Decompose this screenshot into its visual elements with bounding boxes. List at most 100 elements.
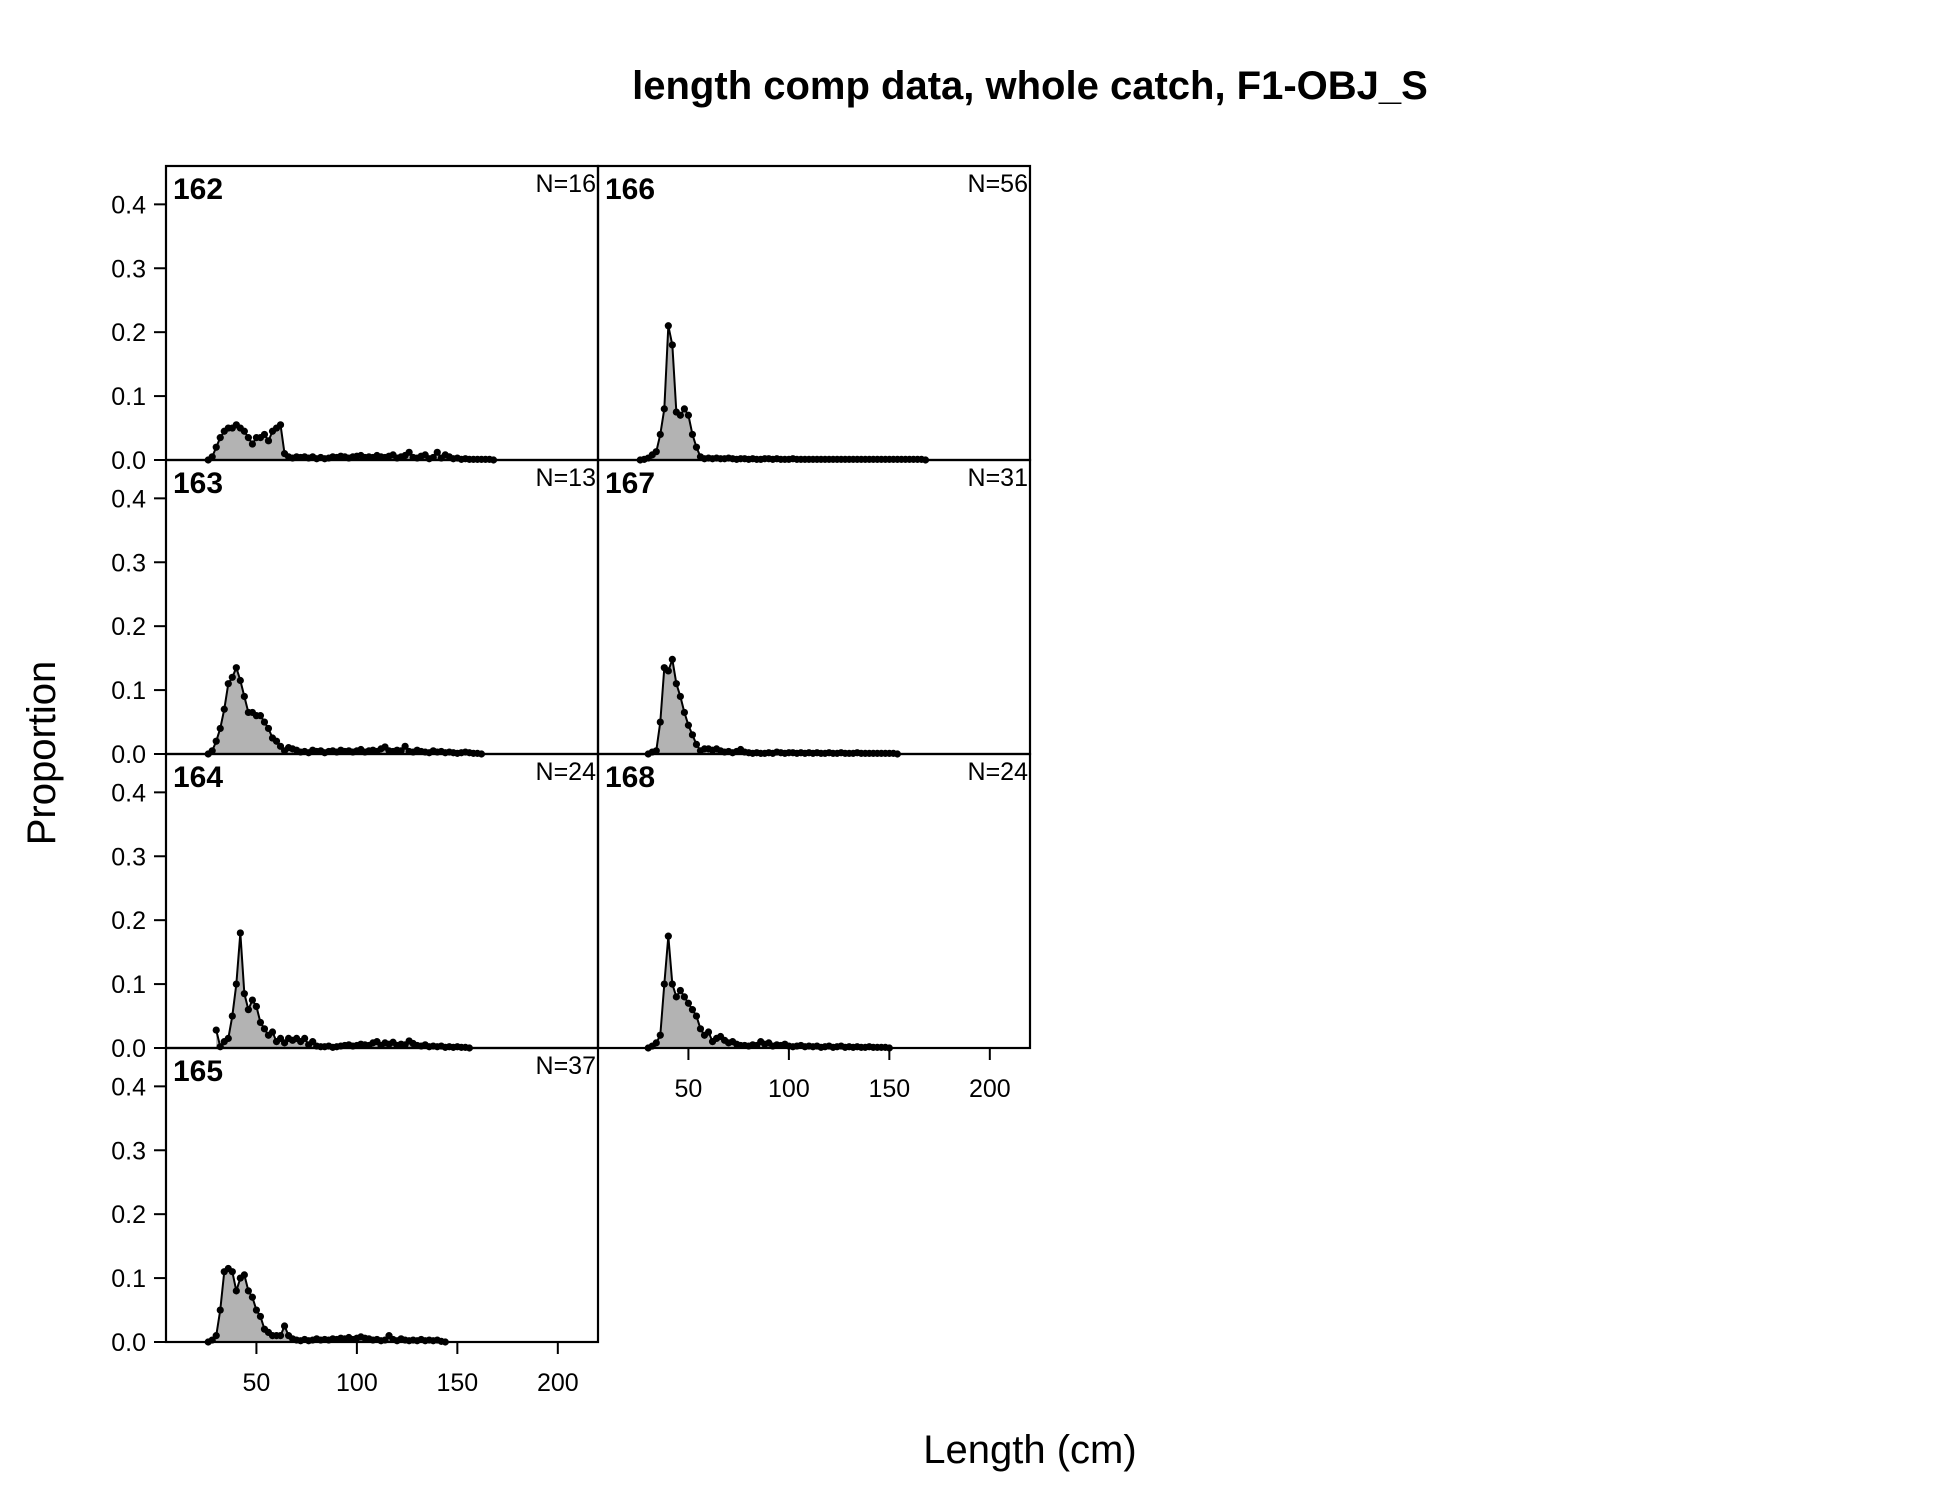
data-point bbox=[240, 692, 248, 701]
data-point bbox=[668, 341, 676, 349]
sample-size-label: N=13 bbox=[536, 464, 596, 492]
panel-id-label: 162 bbox=[173, 173, 223, 206]
data-point bbox=[224, 680, 232, 688]
data-point bbox=[664, 667, 672, 675]
area-fill bbox=[648, 936, 890, 1048]
data-point bbox=[208, 747, 216, 755]
data-point bbox=[692, 740, 701, 749]
sample-size-label: N=24 bbox=[536, 758, 597, 786]
data-point bbox=[212, 1026, 220, 1034]
panel-frame bbox=[596, 752, 1032, 1050]
sample-size-label: N=56 bbox=[968, 170, 1028, 198]
data-point bbox=[240, 990, 248, 998]
data-point bbox=[652, 1039, 660, 1047]
data-point bbox=[248, 1293, 256, 1301]
data-point bbox=[676, 692, 684, 701]
data-point bbox=[652, 448, 660, 456]
data-point bbox=[656, 1031, 664, 1039]
data-point bbox=[272, 737, 281, 745]
panel-grid: 0.0 0.1 0.2 0.3 0.4 162 N=16 0.0 0.1 0.2 0.3 0.4 163… bbox=[111, 164, 1032, 1397]
panel-frame bbox=[164, 752, 600, 1050]
data-point bbox=[672, 680, 680, 688]
data-point bbox=[260, 430, 269, 439]
data-point bbox=[704, 1028, 713, 1036]
area-fill bbox=[640, 325, 926, 460]
panel-frame bbox=[164, 1046, 600, 1344]
x-tick-label: 100 bbox=[336, 1369, 378, 1397]
data-point bbox=[268, 1028, 277, 1036]
y-tick-label: 0.3 bbox=[111, 549, 146, 577]
y-tick-label: 0.4 bbox=[111, 779, 146, 807]
area-fill bbox=[216, 932, 470, 1048]
data-point bbox=[228, 673, 236, 681]
y-tick-label: 0.3 bbox=[111, 255, 146, 283]
y-tick-label: 0.1 bbox=[111, 677, 146, 705]
data-point bbox=[684, 721, 693, 729]
data-point bbox=[676, 411, 684, 419]
data-point bbox=[668, 980, 676, 988]
data-point bbox=[684, 411, 693, 419]
data-point bbox=[260, 718, 269, 726]
data-point bbox=[688, 1006, 697, 1014]
y-tick-label: 0.0 bbox=[111, 1329, 146, 1357]
panel-id-label: 164 bbox=[173, 761, 223, 794]
data-point bbox=[252, 1002, 261, 1011]
x-tick-label: 150 bbox=[868, 1075, 910, 1103]
data-point bbox=[692, 1012, 701, 1020]
panel-id-label: 163 bbox=[173, 467, 223, 500]
data-point bbox=[216, 1306, 224, 1314]
x-tick-label: 50 bbox=[243, 1369, 271, 1397]
data-point bbox=[256, 712, 265, 720]
x-axis-title: Length (cm) bbox=[923, 1428, 1136, 1472]
panel-166: 166 N=56 bbox=[596, 164, 1032, 464]
y-tick-label: 0.3 bbox=[111, 1137, 146, 1165]
data-point bbox=[656, 718, 664, 726]
data-point bbox=[244, 1287, 252, 1295]
data-point bbox=[212, 1332, 220, 1340]
x-tick-label: 200 bbox=[537, 1369, 579, 1397]
data-point bbox=[216, 434, 224, 442]
panel-id-label: 166 bbox=[605, 173, 655, 206]
data-point bbox=[240, 1271, 248, 1279]
data-point bbox=[248, 996, 256, 1004]
data-point bbox=[301, 1034, 309, 1043]
y-tick-label: 0.2 bbox=[111, 319, 146, 347]
sample-size-label: N=24 bbox=[968, 758, 1029, 786]
area-fill bbox=[208, 424, 494, 460]
data-point bbox=[680, 993, 689, 1001]
data-point bbox=[240, 427, 248, 435]
data-point bbox=[672, 993, 680, 1001]
y-tick-label: 0.2 bbox=[111, 613, 146, 641]
data-point bbox=[212, 443, 220, 451]
data-point bbox=[680, 708, 689, 717]
data-point bbox=[220, 705, 228, 713]
data-point bbox=[660, 405, 668, 413]
y-tick-label: 0.4 bbox=[111, 1073, 146, 1101]
data-point bbox=[212, 737, 220, 745]
area-fill bbox=[648, 659, 898, 754]
panel-168: 50 100 150 200 168 N=24 bbox=[596, 752, 1032, 1103]
data-point bbox=[405, 448, 413, 456]
y-tick-label: 0.0 bbox=[111, 1035, 146, 1063]
data-point bbox=[248, 440, 256, 448]
data-point bbox=[668, 655, 676, 664]
x-tick-label: 50 bbox=[675, 1075, 703, 1103]
y-tick-label: 0.3 bbox=[111, 843, 146, 871]
data-point bbox=[433, 448, 441, 456]
y-tick-label: 0.2 bbox=[111, 1201, 146, 1229]
y-axis-title: Proportion bbox=[20, 661, 64, 846]
y-tick-label: 0.0 bbox=[111, 447, 146, 475]
x-tick-label: 200 bbox=[969, 1075, 1011, 1103]
x-tick-label: 100 bbox=[768, 1075, 810, 1103]
panel-165: 0.0 0.1 0.2 0.3 0.4 50 100 150 200 165 N=37 bbox=[111, 1046, 600, 1397]
y-tick-label: 0.0 bbox=[111, 741, 146, 769]
data-point bbox=[264, 437, 273, 445]
sample-size-label: N=31 bbox=[968, 464, 1028, 492]
data-point bbox=[652, 747, 660, 755]
panel-163: 0.0 0.1 0.2 0.3 0.4 163 N=13 bbox=[111, 458, 600, 769]
data-point bbox=[244, 1006, 252, 1014]
panel-162: 0.0 0.1 0.2 0.3 0.4 162 N=16 bbox=[111, 164, 600, 475]
sample-size-label: N=37 bbox=[536, 1052, 596, 1080]
data-point bbox=[208, 453, 216, 461]
